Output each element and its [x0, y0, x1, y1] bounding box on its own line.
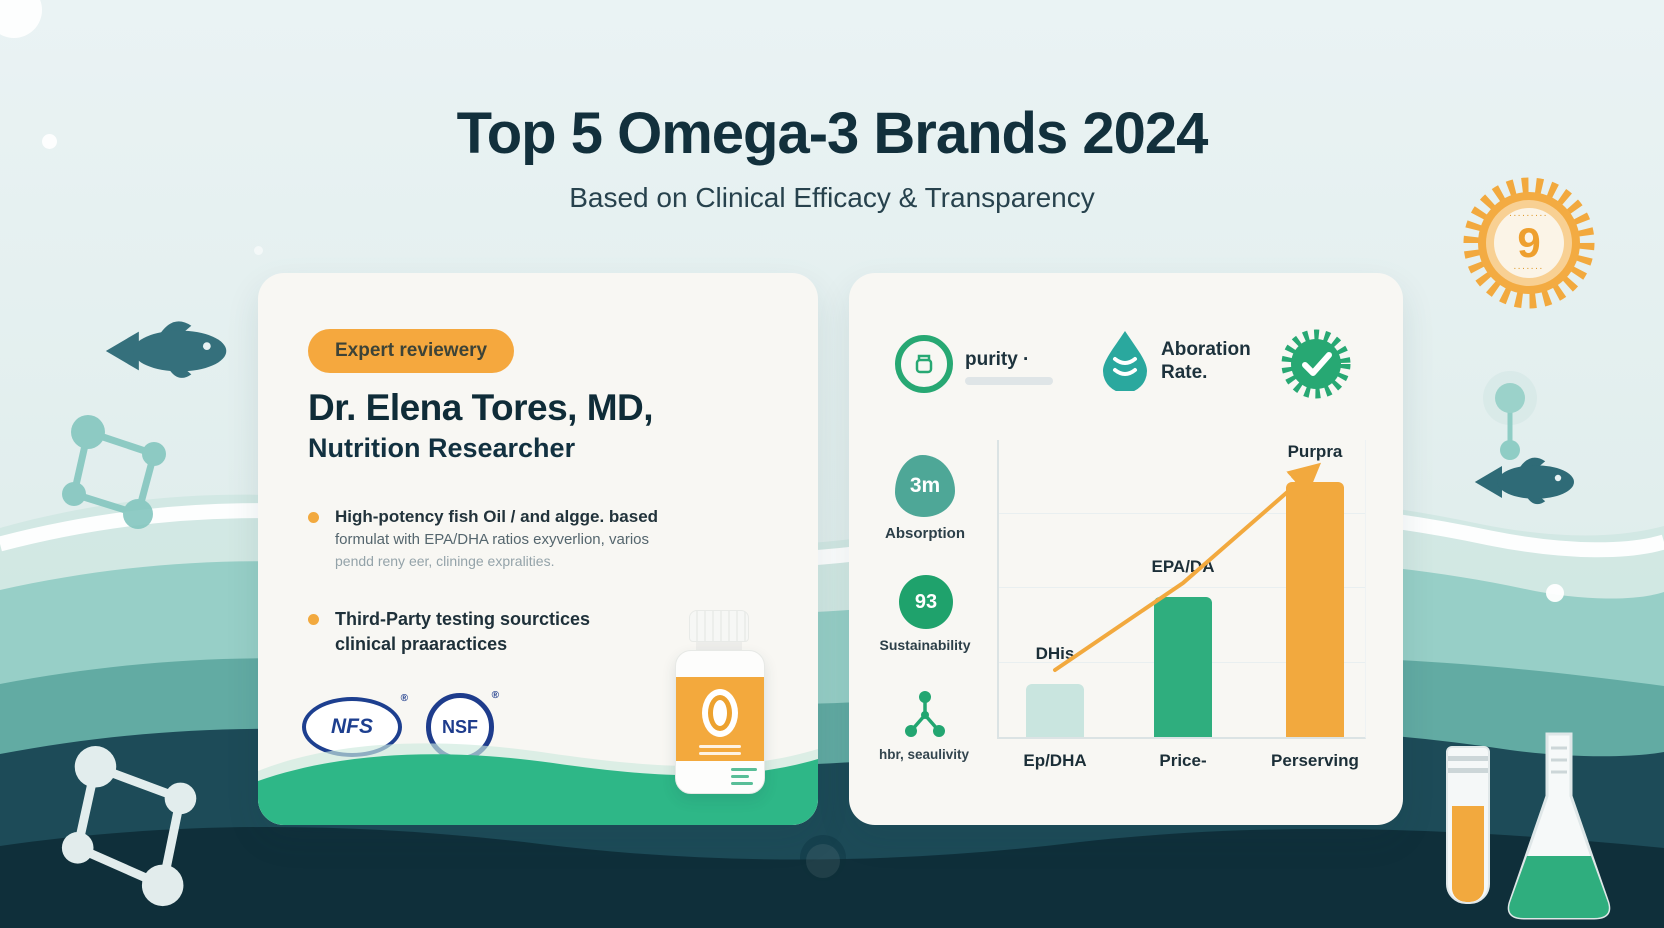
sustainability-metric-label: Sustainability — [879, 637, 971, 653]
bar-3 — [1286, 482, 1344, 737]
cert-label: NFS — [331, 715, 373, 738]
supplement-bottle — [675, 610, 765, 794]
bar-chart-plot: DHis Ep/DHA EPA/DA Price- Purpra Perserving — [997, 440, 1366, 770]
bullet-text: Third-Party testing sourctices — [335, 609, 591, 629]
x-axis-label: Ep/DHA — [1023, 751, 1087, 770]
fish-icon — [105, 321, 227, 378]
bullet-dot-icon — [308, 614, 319, 625]
molecule-icon — [1483, 371, 1537, 460]
bar-value-label: DHis — [1035, 644, 1075, 663]
illegible-subtext-bar — [965, 377, 1053, 385]
metrics-chart-card: purity · Aboration Rate. 3m Absorption 9… — [849, 273, 1403, 825]
x-axis-label: Price- — [1159, 751, 1207, 770]
expert-role: Nutrition Researcher — [308, 433, 576, 463]
purity-label: purity · — [965, 349, 1030, 370]
card-green-wave — [258, 743, 818, 825]
molecule-icon — [62, 415, 166, 529]
third-metric-label: hbr, seaulivity — [878, 747, 970, 762]
registered-mark: ® — [491, 690, 499, 701]
purity-icon — [895, 335, 953, 393]
absorption-metric-label: Absorption — [885, 525, 965, 542]
bullet-text: High-potency fish Oil / and algge. based — [335, 507, 659, 526]
cert-label: NSF — [442, 716, 478, 737]
expert-badge: Expert reviewery — [308, 329, 515, 373]
expert-review-card: Expert reviewery Dr. Elena Tores, MD, Nu… — [258, 273, 818, 825]
seal-arc-text: ········· — [1509, 213, 1549, 220]
molecule-metric-icon — [905, 691, 945, 737]
bubble — [254, 246, 263, 255]
verified-seal-icon — [1281, 329, 1351, 399]
seal-rank-number: 9 — [1517, 219, 1541, 266]
bottle-cap — [689, 610, 749, 642]
registered-mark: ® — [400, 693, 408, 704]
bar-value-label: Purpra — [1287, 442, 1343, 461]
molecule-icon — [61, 746, 197, 907]
bubble — [806, 844, 840, 878]
bubble — [1546, 584, 1564, 602]
bubble — [42, 134, 57, 149]
bullet-text: clinical praaractices — [335, 634, 508, 655]
label-line: Aboration — [1161, 339, 1251, 360]
test-tube-liquid — [1452, 806, 1484, 902]
bar-2 — [1154, 597, 1212, 737]
bottle-neck — [696, 642, 742, 650]
bottle-green-text-marks — [731, 764, 757, 785]
absorption-metric-blob: 3m — [895, 455, 955, 517]
sustainability-metric-circle: 93 — [899, 575, 953, 629]
bottle-body — [675, 650, 765, 794]
label-line: Rate. — [1161, 361, 1208, 383]
trendline — [1053, 462, 1322, 672]
expert-name: Dr. Elena Tores, MD, — [308, 387, 654, 428]
flask-icon — [1507, 732, 1611, 920]
x-axis-label: Perserving — [1271, 751, 1359, 770]
bullet-item: High-potency fish Oil / and algge. based… — [308, 505, 708, 571]
bullet-item: Third-Party testing sourctices clinical … — [308, 607, 708, 657]
bar-1 — [1026, 684, 1084, 737]
bubble — [0, 0, 42, 38]
award-seal-badge: ········· 9 ······· — [1459, 173, 1599, 313]
test-tube-icon — [1446, 746, 1490, 904]
bullet-text: formulat with EPA/DHA ratios exyverlion,… — [335, 530, 649, 548]
droplet-icon — [1103, 331, 1147, 391]
fish-icon — [1474, 457, 1574, 505]
bottle-label-oval-icon — [702, 689, 738, 737]
bullet-dot-icon — [308, 512, 319, 523]
seal-arc-text: ······· — [1513, 266, 1545, 273]
gridline — [999, 587, 1365, 588]
absorption-rate-label: Aboration Rate. — [1161, 339, 1251, 385]
page-title: Top 5 Omega-3 Brands 2024 — [456, 101, 1209, 166]
bottle-label — [676, 677, 764, 761]
page-subtitle: Based on Clinical Efficacy & Transparenc… — [569, 182, 1095, 213]
bottle-label-text-marks — [676, 741, 764, 755]
bullet-text: pendd reny eer, clininge expralities. — [335, 552, 555, 569]
gridline — [999, 513, 1365, 514]
seal-scallop-icon — [1463, 177, 1595, 309]
